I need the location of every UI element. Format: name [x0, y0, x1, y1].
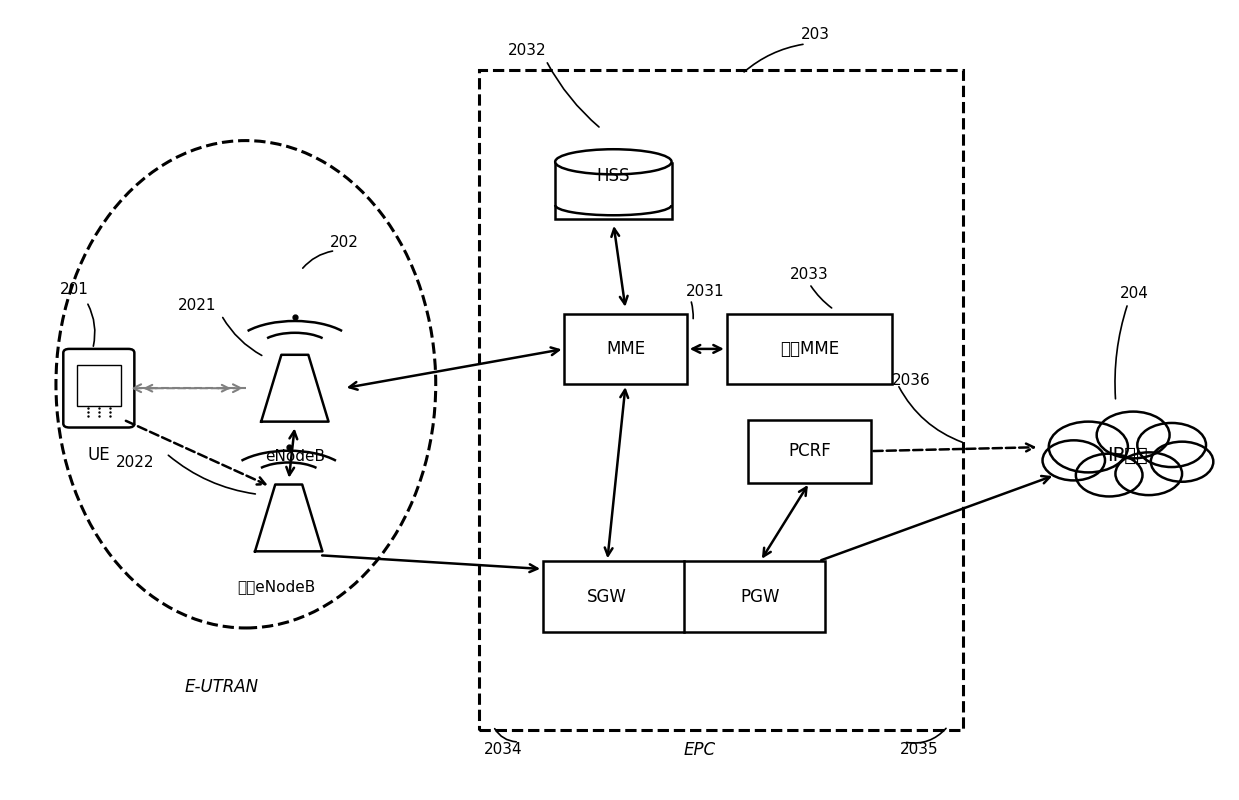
Text: 204: 204 [1120, 286, 1149, 302]
Circle shape [1097, 411, 1170, 458]
Text: 2022: 2022 [116, 455, 155, 470]
Text: 2033: 2033 [790, 266, 829, 282]
Text: 2035: 2035 [901, 742, 939, 758]
Circle shape [1115, 452, 1182, 495]
Text: HSS: HSS [597, 167, 631, 185]
Ellipse shape [555, 150, 672, 174]
Circle shape [1137, 423, 1206, 467]
Text: 其它MME: 其它MME [779, 340, 839, 358]
Text: 2034: 2034 [483, 742, 523, 758]
Polygon shape [261, 354, 328, 422]
Text: 2032: 2032 [508, 42, 546, 58]
Text: UE: UE [88, 446, 110, 464]
Bar [77, 366, 121, 406]
Bar [727, 314, 892, 384]
Text: SGW: SGW [587, 587, 627, 606]
Circle shape [1042, 440, 1105, 481]
Bar [543, 561, 825, 632]
Text: 其它eNodeB: 其它eNodeB [238, 579, 316, 594]
Text: 2031: 2031 [686, 284, 725, 299]
Polygon shape [255, 485, 322, 551]
Bar [478, 70, 963, 730]
Circle shape [1048, 422, 1127, 473]
Text: 2021: 2021 [177, 298, 216, 313]
Text: 2036: 2036 [892, 373, 930, 388]
Bar [748, 420, 871, 482]
Text: PCRF: PCRF [788, 442, 831, 460]
Text: 203: 203 [802, 27, 830, 42]
Text: eNodeB: eNodeB [265, 449, 325, 464]
Text: E-UTRAN: E-UTRAN [185, 678, 259, 696]
Text: EPC: EPC [683, 741, 715, 759]
Bar [565, 314, 686, 384]
Text: 201: 201 [59, 282, 89, 298]
Text: MME: MME [606, 340, 646, 358]
Circle shape [1151, 442, 1213, 482]
Text: 202: 202 [330, 235, 358, 250]
Bar [555, 162, 672, 219]
Circle shape [1075, 454, 1142, 497]
Text: IP业务: IP业务 [1108, 446, 1149, 465]
FancyBboxPatch shape [63, 349, 134, 427]
Text: PGW: PGW [741, 587, 781, 606]
